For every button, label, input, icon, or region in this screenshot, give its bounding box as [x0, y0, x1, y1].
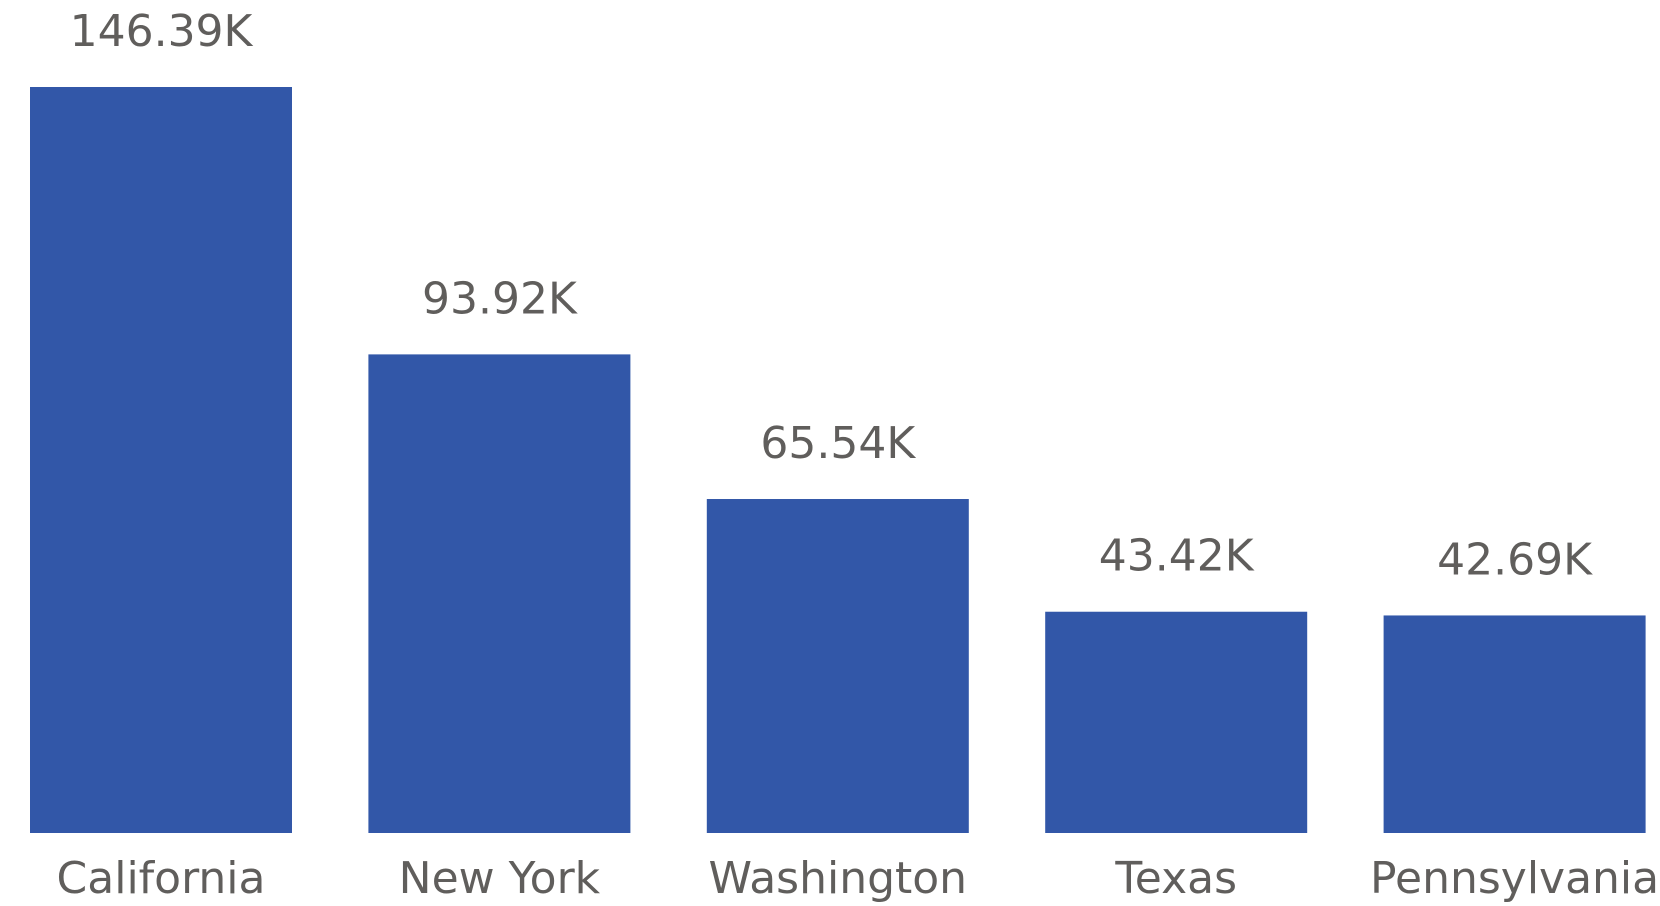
bar [706, 499, 969, 833]
bar [368, 354, 631, 833]
data-label: 42.69K [1437, 534, 1593, 585]
bar [30, 87, 292, 833]
x-tick-label: Pennsylvania [1370, 853, 1659, 904]
data-label: 65.54K [760, 418, 916, 469]
x-tick-label: Washington [709, 853, 968, 904]
x-tick-label: Texas [1114, 853, 1237, 904]
x-tick-label: New York [399, 853, 601, 904]
data-label: 146.39K [70, 6, 254, 57]
data-label: 43.42K [1099, 531, 1255, 582]
data-label: 93.92K [422, 273, 578, 324]
bar [1045, 611, 1308, 833]
x-tick-label: California [57, 853, 266, 904]
bar [1383, 615, 1646, 833]
